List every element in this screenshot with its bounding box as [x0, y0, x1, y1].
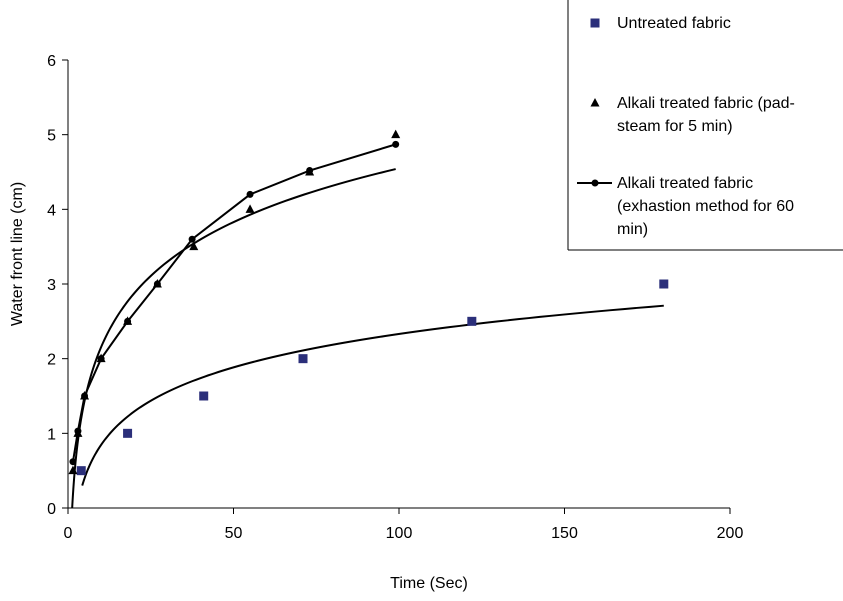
data-point-square — [76, 466, 86, 476]
series-marks — [68, 129, 669, 476]
legend-symbol-triangle — [590, 98, 600, 107]
x-tick-label: 50 — [225, 525, 243, 542]
legend-label-line: steam for 5 min) — [617, 118, 733, 135]
legend-label-line: Alkali treated fabric — [617, 175, 753, 192]
data-point-circle — [188, 235, 196, 243]
data-point-square — [467, 316, 477, 326]
data-point-square — [659, 279, 669, 289]
legend-symbol-square — [590, 18, 600, 28]
data-point-circle — [246, 190, 254, 198]
data-point-triangle — [68, 465, 78, 475]
y-tick-label: 6 — [47, 53, 56, 70]
legend-label-line: Alkali treated fabric (pad- — [617, 95, 795, 112]
data-point-square — [298, 354, 308, 364]
legend-symbol-circle — [591, 179, 599, 187]
x-tick-label: 100 — [386, 525, 413, 542]
y-tick-label: 0 — [47, 501, 56, 518]
data-point-circle — [97, 355, 105, 363]
data-point-circle — [74, 427, 82, 435]
legend-label-line: min) — [617, 221, 648, 238]
series-3 — [69, 140, 400, 466]
data-point-square — [199, 391, 209, 401]
data-point-triangle — [245, 204, 255, 213]
series-1 — [76, 279, 669, 476]
data-point-circle — [153, 280, 161, 288]
data-point-square — [123, 428, 133, 438]
x-tick-label: 0 — [64, 525, 73, 542]
data-point-circle — [81, 392, 89, 400]
data-point-circle — [306, 167, 314, 175]
data-point-triangle — [391, 129, 401, 139]
x-axis-title: Time (Sec) — [390, 575, 468, 592]
data-point-triangle — [189, 241, 199, 251]
data-point-circle — [124, 317, 132, 325]
trend-curve-untreated — [81, 304, 664, 486]
y-axis-title: Water front line (cm) — [9, 182, 26, 326]
legend-label-line: Untreated fabric — [617, 15, 731, 32]
trend-curves — [71, 168, 664, 509]
legend-label: Untreated fabric — [617, 15, 731, 32]
x-tick-label: 200 — [717, 525, 744, 542]
legend-label: Alkali treated fabric (pad-steam for 5 m… — [617, 95, 795, 135]
x-tick-label: 150 — [551, 525, 578, 542]
data-point-circle — [392, 140, 400, 148]
y-tick-label: 4 — [47, 202, 56, 219]
axes: 0 1 2 3 4 5 6 0 50 100 150 200 — [47, 53, 743, 542]
trend-curve-pad-steam — [71, 168, 396, 509]
legend: Untreated fabric Alkali treated fabric (p… — [567, 0, 843, 251]
y-tick-label: 3 — [47, 277, 56, 294]
y-tick-label: 5 — [47, 128, 56, 145]
y-tick-label: 2 — [47, 352, 56, 369]
legend-label: Alkali treated fabric (exhastion method f… — [617, 175, 794, 238]
legend-label-line: (exhastion method for 60 — [617, 198, 794, 215]
data-point-circle — [69, 458, 77, 466]
series-line — [71, 143, 396, 462]
y-tick-label: 1 — [47, 426, 56, 443]
